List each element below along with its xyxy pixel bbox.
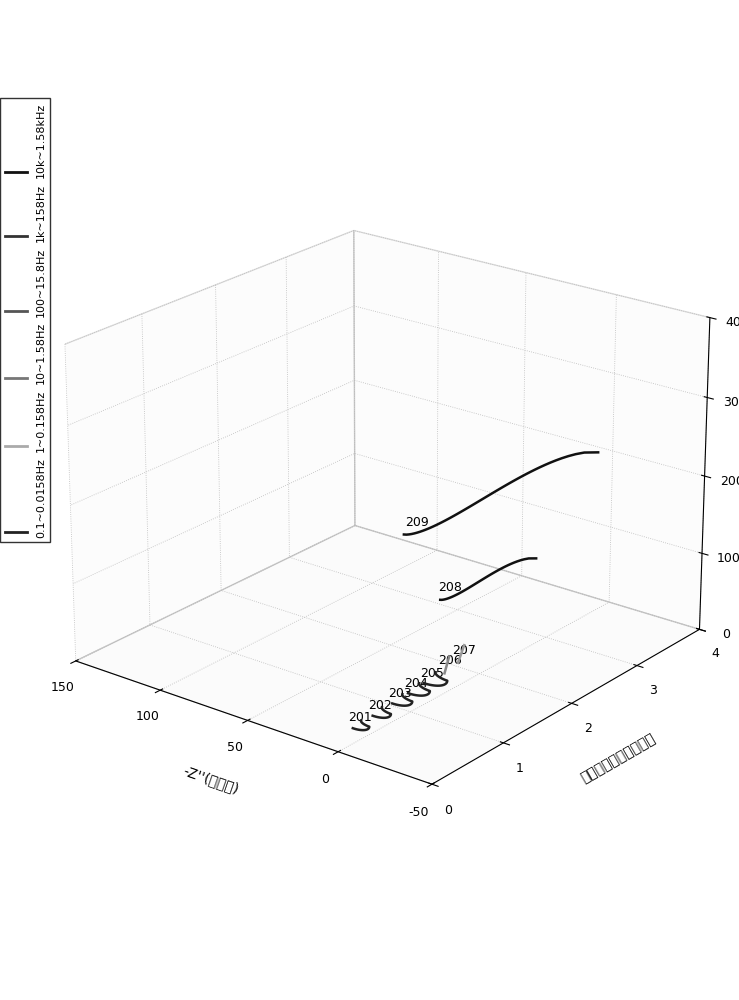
Legend: 10k~1.58kHz, 1k~158Hz, 100~15.8Hz, 10~1.58Hz, 1~0.158Hz, 0.1~0.0158Hz: 10k~1.58kHz, 1k~158Hz, 100~15.8Hz, 10~1.… — [1, 98, 50, 542]
Y-axis label: 放点容量（安培小时）: 放点容量（安培小时） — [579, 731, 658, 785]
X-axis label: -Z''(毫欧姆): -Z''(毫欧姆) — [181, 764, 240, 796]
